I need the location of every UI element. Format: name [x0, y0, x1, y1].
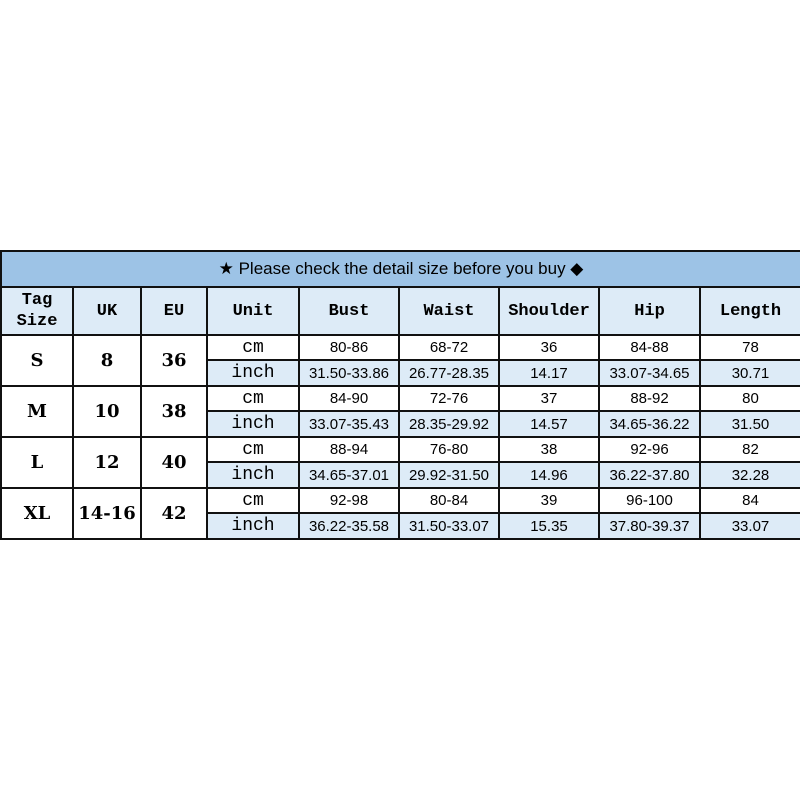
- table-row: inch 33.07-35.43 28.35-29.92 14.57 34.65-36.…: [1, 410, 800, 438]
- header-row: Tag Size UK EU Unit Bust Waist Shoulder Hip Leng…: [0, 286, 800, 336]
- table-row: L 12 40 cm 88-94 76-80 38 92-96 82: [0, 436, 800, 489]
- hip-cell: 34.65-36.22: [598, 410, 701, 438]
- waist-cell: 28.35-29.92: [398, 410, 500, 438]
- uk-size-cell: 10: [72, 385, 142, 438]
- unit-cell: cm: [206, 385, 300, 412]
- waist-cell: 29.92-31.50: [398, 461, 500, 489]
- eu-size-cell: 38: [140, 385, 208, 438]
- uk-size-cell: 12: [72, 436, 142, 489]
- table-row: M 10 38 cm 84-90 72-76 37 88-92 80: [0, 385, 800, 438]
- eu-size-cell: 42: [140, 487, 208, 540]
- table-row: XL 14-16 42 cm 92-98 80-84 39 96-100 84: [0, 487, 800, 540]
- waist-cell: 76-80: [398, 436, 500, 463]
- eu-size-cell: 36: [140, 334, 208, 387]
- bust-cell: 80-86: [298, 334, 400, 361]
- shoulder-cell: 14.57: [498, 410, 600, 438]
- header-hip: Hip: [598, 286, 701, 336]
- length-cell: 31.50: [699, 410, 800, 438]
- table-row: inch 31.50-33.86 26.77-28.35 14.17 33.07-34.…: [1, 359, 800, 387]
- unit-cell: inch: [206, 461, 300, 489]
- table-title: ★ Please check the detail size before yo…: [0, 250, 800, 288]
- waist-cell: 31.50-33.07: [398, 512, 500, 540]
- header-unit: Unit: [206, 286, 300, 336]
- size-chart-table: ★ Please check the detail size before yo…: [0, 250, 800, 540]
- shoulder-cell: 39: [498, 487, 600, 514]
- shoulder-cell: 14.17: [498, 359, 600, 387]
- bust-cell: 34.65-37.01: [298, 461, 400, 489]
- hip-cell: 84-88: [598, 334, 701, 361]
- length-cell: 78: [699, 334, 800, 361]
- length-cell: 30.71: [699, 359, 800, 387]
- waist-cell: 80-84: [398, 487, 500, 514]
- table-row: inch 34.65-37.01 29.92-31.50 14.96 36.22-37.…: [1, 461, 800, 489]
- shoulder-cell: 38: [498, 436, 600, 463]
- length-cell: 84: [699, 487, 800, 514]
- length-cell: 33.07: [699, 512, 800, 540]
- table-row: inch 36.22-35.58 31.50-33.07 15.35 37.80-39.…: [1, 512, 800, 540]
- shoulder-cell: 14.96: [498, 461, 600, 489]
- waist-cell: 72-76: [398, 385, 500, 412]
- hip-cell: 36.22-37.80: [598, 461, 701, 489]
- bust-cell: 31.50-33.86: [298, 359, 400, 387]
- header-length: Length: [699, 286, 800, 336]
- unit-cell: inch: [206, 410, 300, 438]
- length-cell: 32.28: [699, 461, 800, 489]
- shoulder-cell: 36: [498, 334, 600, 361]
- bust-cell: 36.22-35.58: [298, 512, 400, 540]
- header-eu: EU: [140, 286, 208, 336]
- unit-cell: cm: [206, 436, 300, 463]
- length-cell: 80: [699, 385, 800, 412]
- unit-cell: inch: [206, 359, 300, 387]
- bust-cell: 92-98: [298, 487, 400, 514]
- shoulder-cell: 15.35: [498, 512, 600, 540]
- header-uk: UK: [72, 286, 142, 336]
- header-shoulder: Shoulder: [498, 286, 600, 336]
- shoulder-cell: 37: [498, 385, 600, 412]
- hip-cell: 33.07-34.65: [598, 359, 701, 387]
- uk-size-cell: 8: [72, 334, 142, 387]
- hip-cell: 92-96: [598, 436, 701, 463]
- unit-cell: inch: [206, 512, 300, 540]
- unit-cell: cm: [206, 334, 300, 361]
- tag-size-cell: L: [0, 436, 74, 489]
- waist-cell: 68-72: [398, 334, 500, 361]
- unit-cell: cm: [206, 487, 300, 514]
- tag-size-cell: M: [0, 385, 74, 438]
- table-row: S 8 36 cm 80-86 68-72 36 84-88 78: [0, 334, 800, 387]
- header-bust: Bust: [298, 286, 400, 336]
- tag-size-cell: S: [0, 334, 74, 387]
- uk-size-cell: 14-16: [72, 487, 142, 540]
- hip-cell: 37.80-39.37: [598, 512, 701, 540]
- tag-size-cell: XL: [0, 487, 74, 540]
- bust-cell: 88-94: [298, 436, 400, 463]
- eu-size-cell: 40: [140, 436, 208, 489]
- hip-cell: 88-92: [598, 385, 701, 412]
- length-cell: 82: [699, 436, 800, 463]
- header-tag-size: Tag Size: [0, 286, 74, 336]
- waist-cell: 26.77-28.35: [398, 359, 500, 387]
- bust-cell: 33.07-35.43: [298, 410, 400, 438]
- bust-cell: 84-90: [298, 385, 400, 412]
- hip-cell: 96-100: [598, 487, 701, 514]
- header-waist: Waist: [398, 286, 500, 336]
